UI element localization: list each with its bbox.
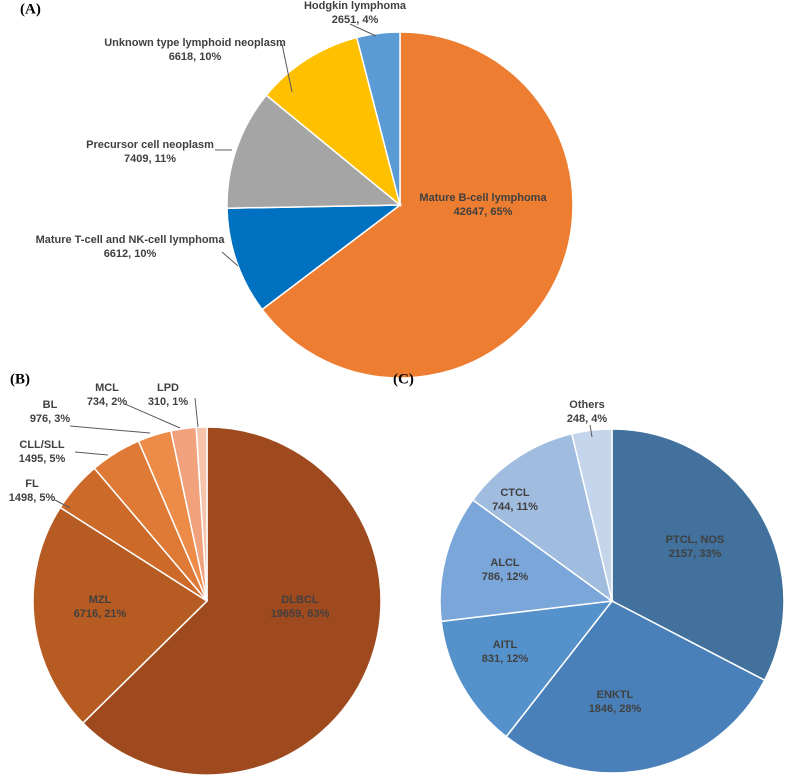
slice-label: Unknown type lymphoid neoplasm bbox=[104, 37, 286, 49]
leader-line bbox=[74, 451, 109, 456]
slice-label: AITL bbox=[493, 639, 518, 651]
pie-slice bbox=[265, 36, 402, 208]
pie-slice bbox=[355, 31, 401, 206]
slice-label: MZL bbox=[89, 594, 112, 606]
slice-value-label: 831, 12% bbox=[482, 653, 529, 665]
slice-label: DLBCL bbox=[281, 594, 319, 606]
slice-value-label: 310, 1% bbox=[148, 396, 189, 408]
pie-slice bbox=[81, 426, 382, 776]
slice-value-label: 744, 11% bbox=[492, 501, 538, 513]
panel-title: (B) bbox=[10, 371, 30, 387]
slice-value-label: 734, 2% bbox=[87, 396, 128, 408]
slice-label: ALCL bbox=[490, 557, 520, 569]
slice-label: Precursor cell neoplasm bbox=[86, 139, 214, 151]
pie-slice bbox=[226, 94, 403, 209]
pie-slice bbox=[471, 432, 614, 603]
leader-line bbox=[54, 499, 71, 509]
slice-value-label: 42647, 65% bbox=[454, 206, 513, 218]
slice-label: ENKTL bbox=[597, 689, 634, 701]
pie-slice bbox=[261, 31, 574, 379]
slice-value-label: 1498, 5% bbox=[9, 492, 56, 504]
slice-label: Hodgkin lymphoma bbox=[304, 0, 407, 12]
slice-label: Mature B-cell lymphoma bbox=[419, 192, 547, 204]
slice-label: CTCL bbox=[500, 487, 530, 499]
slice-value-label: 6618, 10% bbox=[169, 51, 222, 63]
slice-label: Mature T-cell and NK-cell lymphoma bbox=[36, 234, 226, 246]
slice-label: MCL bbox=[95, 382, 119, 394]
slice-value-label: 7409, 11% bbox=[124, 153, 176, 165]
pie-slice bbox=[570, 428, 613, 602]
slice-value-label: 6612, 10% bbox=[104, 248, 157, 260]
slice-value-label: 2157, 33% bbox=[669, 548, 722, 560]
slice-value-label: 6716, 21% bbox=[74, 608, 127, 620]
leader-line bbox=[124, 403, 181, 429]
slice-value-label: 1846, 28% bbox=[589, 703, 642, 715]
leader-line bbox=[589, 424, 593, 438]
pie-slice bbox=[440, 600, 614, 738]
panel-title: (A) bbox=[20, 1, 41, 17]
slice-label: CLL/SLL bbox=[19, 439, 64, 451]
pie-slice bbox=[226, 204, 403, 311]
pie-slice bbox=[505, 600, 766, 774]
leader-line bbox=[194, 397, 199, 428]
slice-value-label: 1495, 5% bbox=[19, 453, 66, 465]
slice-label: BL bbox=[43, 399, 58, 411]
leader-line bbox=[349, 23, 377, 37]
leader-line bbox=[281, 43, 293, 93]
leader-line bbox=[69, 425, 151, 434]
slice-value-label: 248, 4% bbox=[567, 413, 608, 425]
pie-slice bbox=[439, 498, 614, 623]
slice-label: PTCL, NOS bbox=[666, 534, 725, 546]
slice-label: FL bbox=[25, 478, 39, 490]
leader-line bbox=[221, 251, 239, 267]
pie-slice bbox=[32, 506, 209, 725]
pie-slice bbox=[195, 426, 208, 602]
slice-label: LPD bbox=[157, 382, 179, 394]
slice-value-label: 976, 3% bbox=[30, 413, 71, 425]
panel-title: (C) bbox=[393, 371, 414, 387]
slice-value-label: 786, 12% bbox=[482, 571, 529, 583]
slice-value-label: 2651, 4% bbox=[332, 14, 379, 26]
slice-label: Others bbox=[569, 399, 604, 411]
slice-value-label: 19659, 63% bbox=[271, 608, 330, 620]
pie-slice bbox=[611, 428, 785, 682]
